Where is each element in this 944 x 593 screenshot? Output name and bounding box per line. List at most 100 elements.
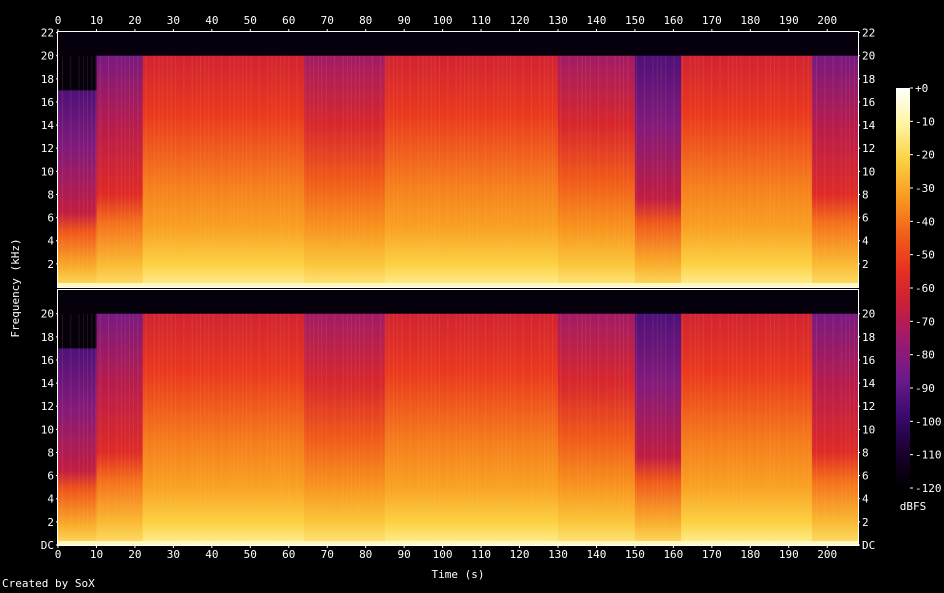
channel-1-segment-3 xyxy=(142,55,224,287)
y-tick-label-left: 20 xyxy=(41,50,54,63)
channel-2-segment-8 xyxy=(634,313,682,545)
channel-2-segment-6 xyxy=(384,313,559,545)
x-tick-label-top: 70 xyxy=(321,14,334,27)
x-tick-label-bottom: 60 xyxy=(282,548,295,561)
colorbar-tick-label: -30 xyxy=(915,182,935,195)
x-tick-label-bottom: 100 xyxy=(433,548,453,561)
y-tick-label-right: 12 xyxy=(862,400,875,413)
y-tick-label-right: 6 xyxy=(862,470,869,483)
y-tick-label-right: 10 xyxy=(862,165,875,178)
y-tick-label-right: 14 xyxy=(862,377,876,390)
x-tick-label-bottom: 110 xyxy=(471,548,491,561)
channel-1-segment-7 xyxy=(558,55,636,287)
y-tick-label-left: 14 xyxy=(41,377,55,390)
y-tick-label-right: 20 xyxy=(862,50,875,63)
colorbar-tick-label: -20 xyxy=(915,149,935,162)
y-tick-label-right: 22 xyxy=(862,27,875,40)
y-tick-label-right: 2 xyxy=(862,516,869,529)
y-tick-label-left: 10 xyxy=(41,165,54,178)
y-tick-label-right: 14 xyxy=(862,119,876,132)
channel-2-frame xyxy=(57,289,859,546)
y-tick-label-left: 18 xyxy=(41,331,54,344)
y-tick-label-left: 2 xyxy=(47,258,54,271)
colorbar-tick-label: -120 xyxy=(915,482,942,495)
x-tick-label-bottom: 180 xyxy=(740,548,760,561)
x-tick-label-bottom: 40 xyxy=(205,548,218,561)
y-tick-label-left: 8 xyxy=(47,446,54,459)
colorbar-tick-label: -80 xyxy=(915,349,935,362)
x-tick-label-top: 130 xyxy=(548,14,568,27)
y-tick-label-right: DC xyxy=(862,539,875,552)
x-tick-label-top: 50 xyxy=(244,14,257,27)
channel-1-segment-11 xyxy=(811,55,859,287)
channel-2-segment-7 xyxy=(558,313,636,545)
x-tick-label-top: 30 xyxy=(167,14,180,27)
channel-2-segment-10 xyxy=(765,313,813,545)
colorbar-tick-label: -10 xyxy=(915,115,935,128)
y-tick-label-left: 6 xyxy=(47,212,54,225)
x-tick-label-bottom: 30 xyxy=(167,548,180,561)
channel-2-segment-11 xyxy=(811,313,859,545)
x-tick-label-top: 160 xyxy=(663,14,683,27)
y-tick-label-left: 12 xyxy=(41,400,54,413)
x-tick-label-bottom: 150 xyxy=(625,548,645,561)
channel-1-segment-9 xyxy=(681,55,767,287)
x-tick-label-top: 80 xyxy=(359,14,372,27)
x-axis-title: Time (s) xyxy=(432,568,485,581)
channel-1-segment-8 xyxy=(634,55,682,287)
y-tick-label-right: 8 xyxy=(862,188,869,201)
x-tick-label-top: 200 xyxy=(817,14,837,27)
x-tick-label-top: 150 xyxy=(625,14,645,27)
channel-2-segment-3 xyxy=(142,313,224,545)
x-tick-label-bottom: 140 xyxy=(587,548,607,561)
x-tick-label-bottom: 90 xyxy=(398,548,411,561)
y-tick-label-left: 6 xyxy=(47,470,54,483)
colorbar-tick-label: -40 xyxy=(915,215,935,228)
x-tick-label-top: 40 xyxy=(205,14,218,27)
x-tick-label-top: 190 xyxy=(779,14,799,27)
y-axis-title: Frequency (kHz) xyxy=(9,238,22,337)
x-tick-label-bottom: 120 xyxy=(510,548,530,561)
x-tick-label-top: 100 xyxy=(433,14,453,27)
channel-1-segment-6 xyxy=(384,55,559,287)
x-tick-label-bottom: 200 xyxy=(817,548,837,561)
x-tick-label-top: 140 xyxy=(587,14,607,27)
y-tick-label-right: 20 xyxy=(862,308,875,321)
y-tick-label-left: 2 xyxy=(47,516,54,529)
colorbar-tick-label: -110 xyxy=(915,449,942,462)
x-tick-label-bottom: 190 xyxy=(779,548,799,561)
colorbar-tick-label: +0 xyxy=(915,82,928,95)
y-tick-label-right: 16 xyxy=(862,354,875,367)
y-tick-label-right: 12 xyxy=(862,142,875,155)
y-tick-label-left: 4 xyxy=(47,493,54,506)
x-tick-label-bottom: 0 xyxy=(55,548,62,561)
x-tick-label-bottom: 20 xyxy=(128,548,141,561)
y-tick-label-right: 4 xyxy=(862,493,869,506)
channel-2-segment-1 xyxy=(58,348,97,545)
y-tick-label-right: 2 xyxy=(862,258,869,271)
colorbar-tick-label: -100 xyxy=(915,415,942,428)
y-tick-label-right: 8 xyxy=(862,446,869,459)
y-tick-label-right: 16 xyxy=(862,96,875,109)
y-tick-label-left: 16 xyxy=(41,96,54,109)
channel-1-dc-band xyxy=(58,283,858,287)
x-tick-label-top: 90 xyxy=(398,14,411,27)
y-tick-label-right: 18 xyxy=(862,331,875,344)
colorbar-tick-label: -50 xyxy=(915,249,935,262)
y-tick-label-right: 6 xyxy=(862,212,869,225)
channel-2-segment-5 xyxy=(304,313,386,545)
channel-2-segment-4 xyxy=(223,313,305,545)
y-tick-label-left: 8 xyxy=(47,188,54,201)
y-tick-label-left: 16 xyxy=(41,354,54,367)
y-tick-label-right: 4 xyxy=(862,235,869,248)
x-tick-label-bottom: 80 xyxy=(359,548,372,561)
x-tick-label-top: 110 xyxy=(471,14,491,27)
channel-1-segment-5 xyxy=(304,55,386,287)
y-tick-label-right: 10 xyxy=(862,423,875,436)
channel-1-segment-10 xyxy=(765,55,813,287)
x-tick-label-top: 0 xyxy=(55,14,62,27)
x-tick-label-bottom: 50 xyxy=(244,548,257,561)
x-tick-label-top: 120 xyxy=(510,14,530,27)
channel-2-dc-band xyxy=(58,541,858,545)
